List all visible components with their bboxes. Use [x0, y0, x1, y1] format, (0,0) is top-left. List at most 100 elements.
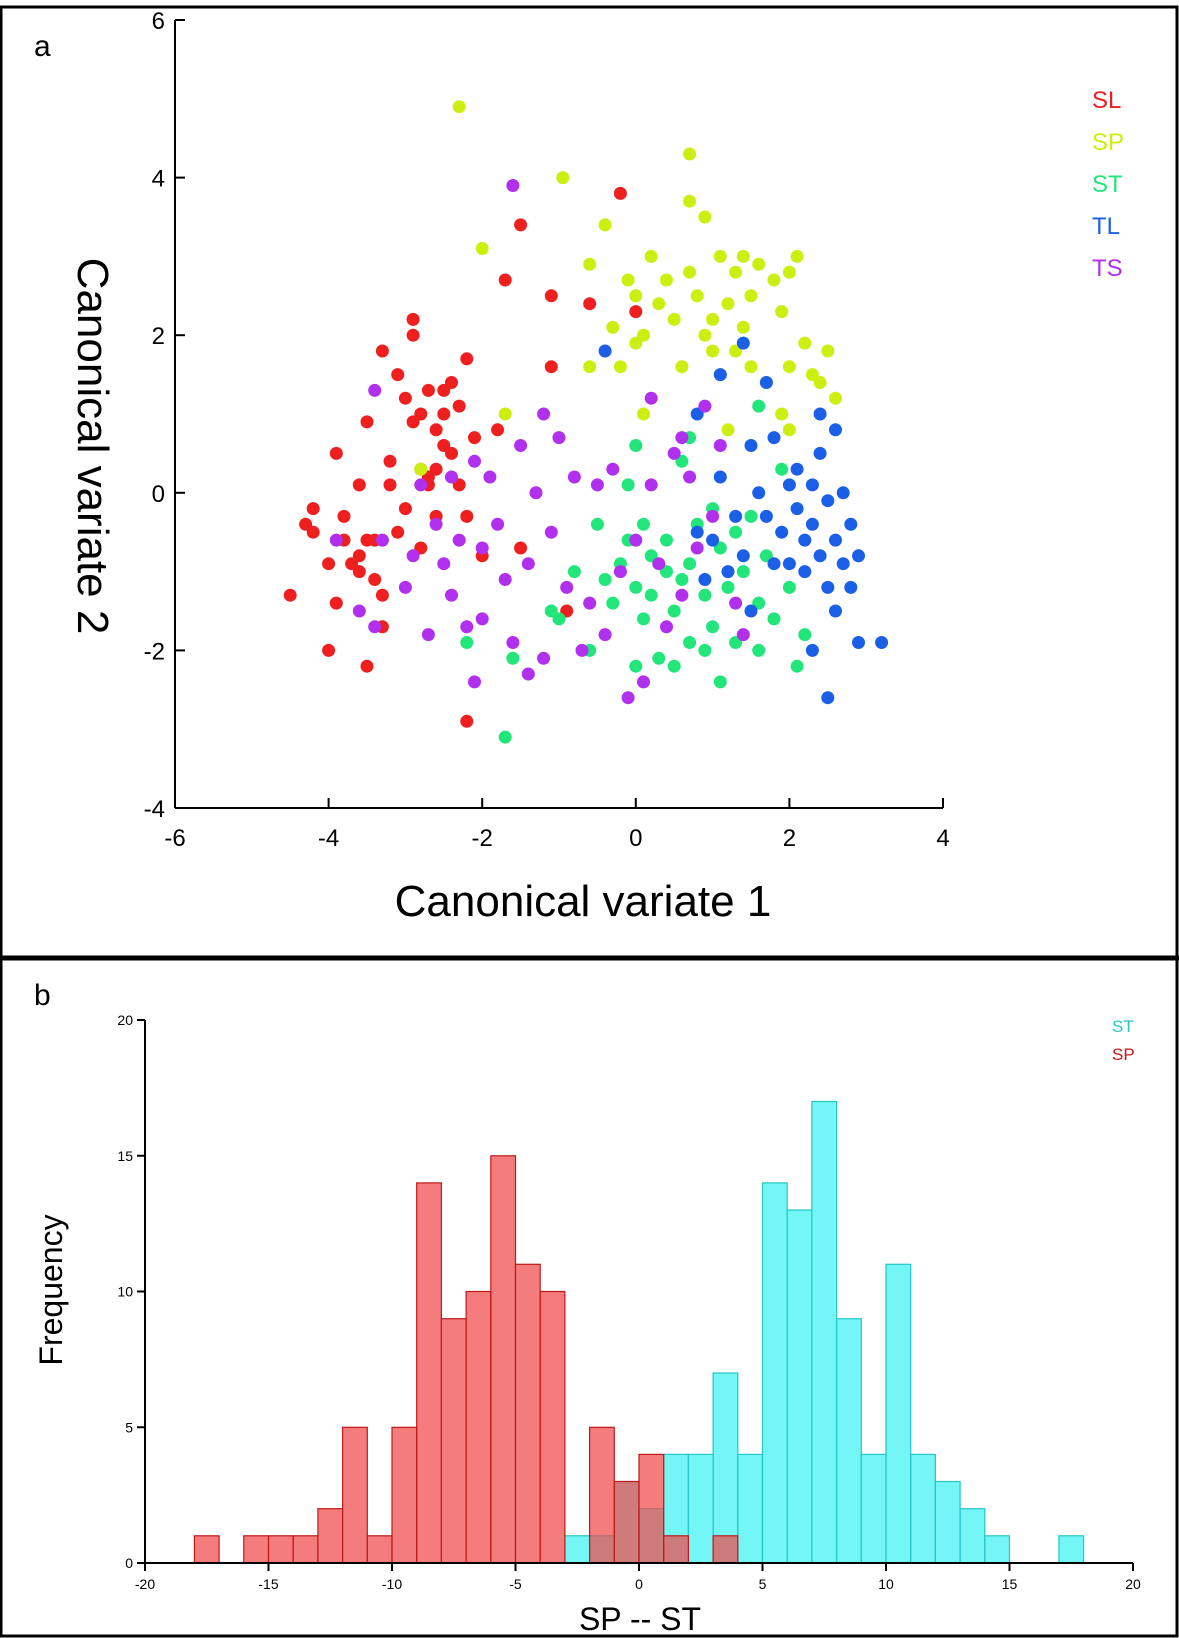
scatter-point-ts: [406, 549, 420, 563]
scatter-point-st: [782, 580, 796, 594]
scatter-point-ts: [621, 691, 635, 705]
x-tick-label-b: 0: [635, 1576, 643, 1592]
scatter-point-sl: [445, 446, 458, 460]
panel-label-a: a: [34, 30, 51, 63]
y-tick-label-a: 2: [152, 323, 165, 350]
scatter-point-tl: [744, 439, 758, 452]
scatter-point-ts: [560, 580, 574, 594]
scatter-point-sl: [352, 549, 366, 563]
scatter-point-ts: [652, 557, 666, 571]
scatter-point-sp: [598, 218, 612, 232]
scatter-point-sl: [398, 502, 412, 516]
scatter-point-tl: [821, 691, 835, 705]
scatter-point-sl: [352, 478, 366, 492]
scatter-point-st: [744, 509, 758, 523]
scatter-point-sp: [706, 344, 720, 358]
scatter-point-tl: [782, 557, 796, 571]
y-axis-title-b: Frequency: [33, 1214, 69, 1365]
y-tick-label-b: 10: [117, 1284, 133, 1300]
scatter-point-sl: [337, 509, 351, 523]
y-tick-label-b: 0: [125, 1555, 133, 1571]
scatter-point-sp: [736, 249, 750, 263]
scatter-point-sp: [775, 407, 789, 421]
scatter-point-tl: [829, 533, 842, 547]
scatter-point-st: [629, 659, 643, 673]
histogram-bar-sp: [243, 1535, 270, 1564]
scatter-point-tl: [782, 478, 796, 492]
scatter-point-sl: [406, 328, 420, 342]
scatter-point-st: [552, 612, 566, 626]
scatter-point-tl: [790, 462, 804, 476]
scatter-point-sl: [322, 643, 336, 657]
y-tick-label-b: 20: [117, 1012, 133, 1028]
scatter-point-ts: [613, 565, 627, 579]
histogram-bar-st: [737, 1453, 764, 1564]
scatter-point-sl: [629, 305, 643, 319]
scatter-point-st: [629, 439, 643, 452]
scatter-point-sp: [452, 100, 466, 114]
scatter-point-tl: [790, 502, 804, 516]
scatter-point-ts: [368, 620, 382, 634]
y-tick-label-b: 5: [125, 1419, 133, 1435]
scatter-point-sp: [706, 312, 720, 326]
scatter-point-tl: [836, 486, 850, 500]
scatter-point-st: [598, 573, 612, 586]
scatter-point-ts: [698, 399, 712, 413]
scatter-point-sp: [798, 336, 812, 350]
scatter-point-tl: [767, 431, 781, 445]
histogram-bar-st: [860, 1453, 887, 1564]
scatter-point-st: [721, 580, 735, 594]
scatter-point-sp: [736, 320, 750, 334]
histogram-bar-sp: [514, 1263, 541, 1564]
scatter-point-sp: [829, 391, 842, 405]
figure-frame: [0, 5, 1179, 1638]
scatter-point-tl: [729, 509, 743, 523]
histogram-bar-st: [712, 1372, 739, 1564]
scatter-point-ts: [414, 478, 428, 492]
scatter-point-sl: [460, 509, 474, 523]
scatter-point-ts: [567, 470, 581, 484]
scatter-point-st: [606, 596, 620, 610]
y-tick-label-a: 4: [152, 166, 165, 193]
histogram-bar-sp: [292, 1535, 319, 1564]
scatter-point-st: [629, 580, 643, 594]
scatter-point-ts: [683, 470, 697, 484]
histogram-bar-sp: [588, 1426, 615, 1564]
scatter-point-tl: [805, 517, 819, 531]
scatter-point-sl: [398, 391, 412, 405]
histogram-legend: ST SP: [1112, 1017, 1135, 1064]
scatter-point-ts: [537, 407, 551, 421]
scatter-point-sp: [782, 265, 796, 279]
scatter-points: [283, 100, 889, 744]
y-tick-label-a: 6: [152, 8, 165, 35]
scatter-point-tl: [813, 549, 827, 563]
scatter-point-ts: [445, 588, 458, 602]
scatter-point-tl: [690, 525, 704, 539]
scatter-point-sp: [637, 328, 650, 342]
scatter-point-sp: [744, 360, 758, 374]
scatter-point-st: [667, 659, 681, 673]
scatter-point-tl: [875, 636, 889, 649]
scatter-point-ts: [675, 588, 689, 602]
scatter-point-tl: [698, 573, 712, 586]
scatter-point-ts: [368, 383, 382, 397]
scatter-point-sp: [583, 257, 597, 271]
scatter-point-ts: [421, 628, 435, 642]
scatter-point-ts: [675, 431, 689, 445]
scatter-point-tl: [805, 643, 819, 657]
legend-entry-st: ST: [1112, 1017, 1134, 1036]
histogram-bar-sp: [342, 1426, 368, 1564]
scatter-point-ts: [583, 596, 597, 610]
scatter-point-sp: [813, 376, 827, 389]
scatter-point-sl: [491, 423, 505, 437]
scatter-point-ts: [475, 541, 489, 555]
scatter-point-sp: [475, 242, 489, 255]
scatter-point-sl: [375, 344, 389, 358]
scatter-point-sp: [621, 273, 635, 287]
x-tick-label-b: -5: [509, 1576, 522, 1592]
histogram-bar-sp: [366, 1535, 393, 1564]
scatter-point-sp: [782, 360, 796, 374]
scatter-point-sl: [583, 297, 597, 311]
histogram-bar-st: [761, 1182, 788, 1564]
